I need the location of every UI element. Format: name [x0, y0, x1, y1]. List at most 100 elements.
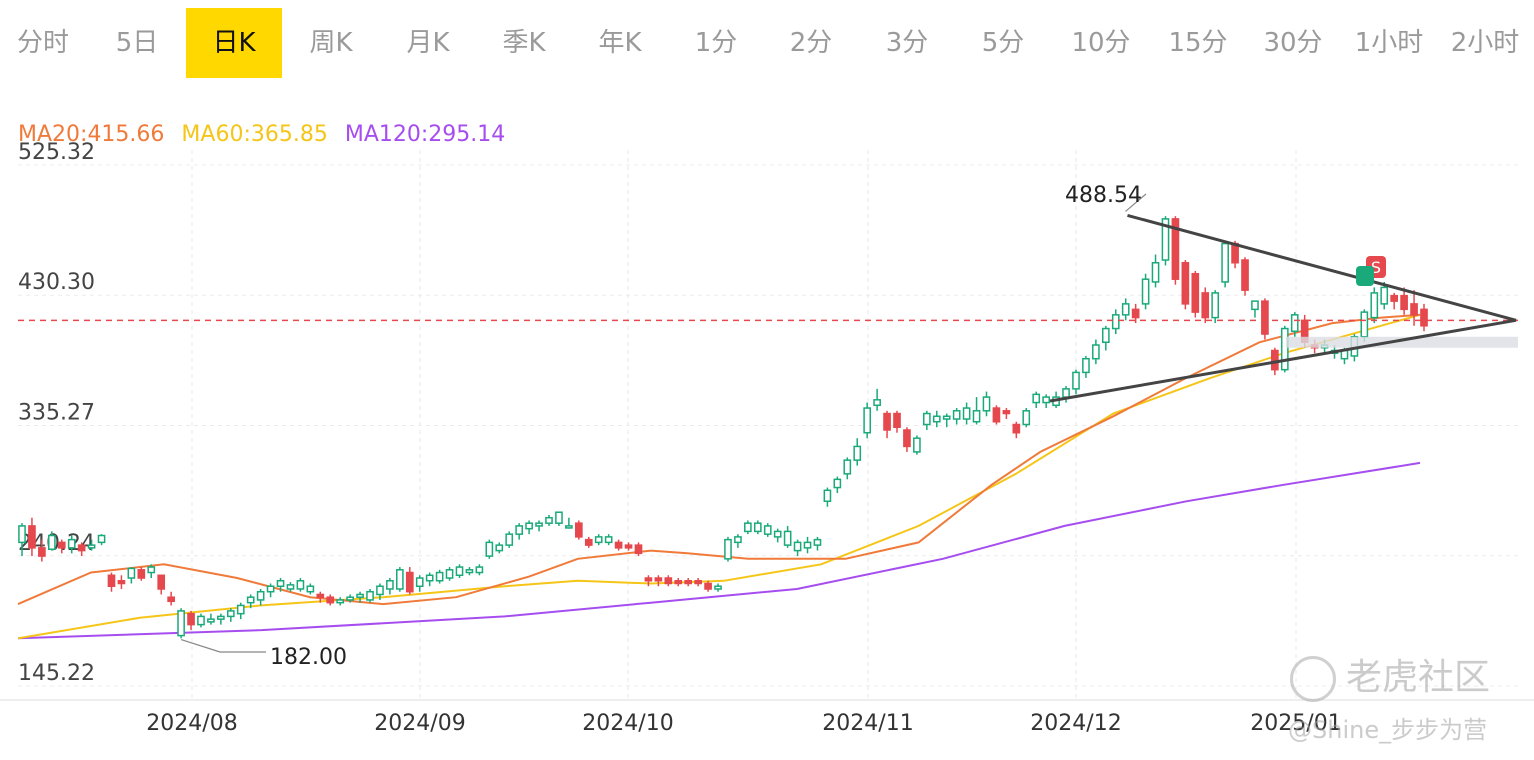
y-tick-label: 525.32 — [18, 140, 95, 165]
candle-3 — [47, 531, 56, 551]
tab-6[interactable]: 年K — [598, 28, 642, 58]
candle-10 — [117, 575, 126, 589]
y-tick-label: 145.22 — [18, 661, 95, 686]
candle-33 — [346, 594, 354, 603]
candle-136 — [1370, 287, 1379, 324]
tab-14[interactable]: 1小时 — [1354, 28, 1424, 58]
candle-body — [167, 596, 175, 603]
candle-body — [823, 489, 832, 503]
candle-27 — [286, 582, 295, 592]
candle-body — [1241, 259, 1249, 291]
candle-13 — [147, 564, 156, 579]
candle-body — [1141, 278, 1150, 305]
candle-body — [634, 544, 643, 555]
candle-91 — [923, 410, 931, 430]
candle-94 — [952, 408, 961, 425]
annotations: 488.54 182.00 — [180, 183, 1147, 670]
candle-38 — [396, 567, 404, 592]
candle-73 — [744, 520, 752, 535]
candle-16 — [177, 608, 185, 639]
candle-99 — [1002, 408, 1011, 420]
candle-108 — [1092, 339, 1100, 365]
candle-106 — [1072, 369, 1080, 395]
x-tick-label: 2024/10 — [582, 711, 673, 736]
timeframe-tabs: 分时 5日 日K 周K 月K 季K 年K 1分 2分 3分 5分 10分 15分 30分 1小时 2小时 — [0, 8, 1534, 80]
candle-51 — [525, 520, 533, 535]
tab-5[interactable]: 季K — [502, 28, 546, 58]
ma-legend: MA20:415.66 MA60:365.85 MA120:295.14 — [18, 122, 515, 147]
candle-body — [217, 615, 225, 620]
candle-92 — [932, 410, 941, 428]
candle-body — [1032, 393, 1041, 404]
candle-body — [863, 407, 872, 434]
candle-24 — [256, 588, 265, 606]
candle-15 — [167, 591, 175, 606]
candle-body — [425, 574, 434, 582]
tab-4[interactable]: 月K — [406, 28, 450, 58]
candle-body — [137, 569, 146, 579]
candle-79 — [803, 536, 812, 554]
tab-9[interactable]: 3分 — [885, 28, 929, 58]
candle-26 — [276, 578, 285, 592]
x-tick-label: 2024/11 — [822, 711, 913, 736]
candle-body — [396, 569, 404, 590]
candle-body — [356, 593, 364, 598]
candle-8 — [97, 534, 106, 546]
candle-62 — [634, 542, 643, 557]
candle-138 — [1390, 292, 1399, 310]
ma60-label: MA60:365.85 — [181, 122, 328, 147]
candle-35 — [366, 588, 374, 603]
candle-body — [535, 522, 543, 527]
tab-0[interactable]: 分时 — [16, 28, 69, 58]
high-annotation: 488.54 — [1065, 183, 1142, 208]
candle-body — [117, 580, 126, 585]
tab-1[interactable]: 5日 — [115, 28, 159, 58]
candle-141 — [1420, 303, 1428, 332]
candle-48 — [495, 542, 504, 554]
candle-78 — [793, 539, 802, 557]
candle-body — [326, 596, 335, 604]
candle-body — [57, 541, 66, 549]
candle-128 — [1290, 312, 1299, 337]
candle-body — [18, 525, 26, 544]
candle-body — [97, 534, 106, 544]
tab-13[interactable]: 30分 — [1263, 28, 1323, 58]
candle-body — [565, 525, 573, 529]
candle-140 — [1410, 290, 1418, 326]
ma120-label: MA120:295.14 — [344, 122, 506, 147]
tab-12[interactable]: 15分 — [1168, 28, 1228, 58]
candle-body — [28, 525, 36, 549]
tab-11[interactable]: 10分 — [1071, 28, 1131, 58]
candle-120 — [1211, 290, 1220, 324]
candle-body — [783, 530, 792, 546]
tab-7[interactable]: 1分 — [694, 28, 738, 58]
candle-58 — [594, 534, 603, 546]
candle-body — [604, 536, 613, 544]
candle-body — [873, 399, 881, 407]
candle-55 — [565, 517, 573, 529]
tab-15[interactable]: 2小时 — [1450, 28, 1520, 58]
candle-45 — [465, 567, 474, 576]
candle-body — [1360, 311, 1369, 338]
candle-body — [952, 410, 961, 420]
tab-3[interactable]: 周K — [309, 28, 353, 58]
tab-8[interactable]: 2分 — [789, 28, 833, 58]
candle-body — [1380, 286, 1389, 305]
tab-10[interactable]: 5分 — [981, 28, 1025, 58]
tab-2[interactable]: 日K — [186, 8, 282, 78]
candle-body — [1251, 300, 1259, 311]
candle-9 — [107, 572, 116, 592]
candle-87 — [883, 410, 891, 439]
candle-body — [555, 511, 563, 524]
candle-86 — [873, 388, 881, 411]
candle-body — [942, 415, 951, 420]
candle-body — [584, 538, 593, 546]
candle-2 — [38, 539, 46, 562]
moving-average-lines — [17, 313, 1421, 640]
candle-100 — [1012, 421, 1021, 439]
candle-81 — [823, 487, 832, 507]
candle-22 — [236, 602, 245, 620]
candle-37 — [386, 578, 394, 595]
candle-body — [654, 577, 663, 582]
